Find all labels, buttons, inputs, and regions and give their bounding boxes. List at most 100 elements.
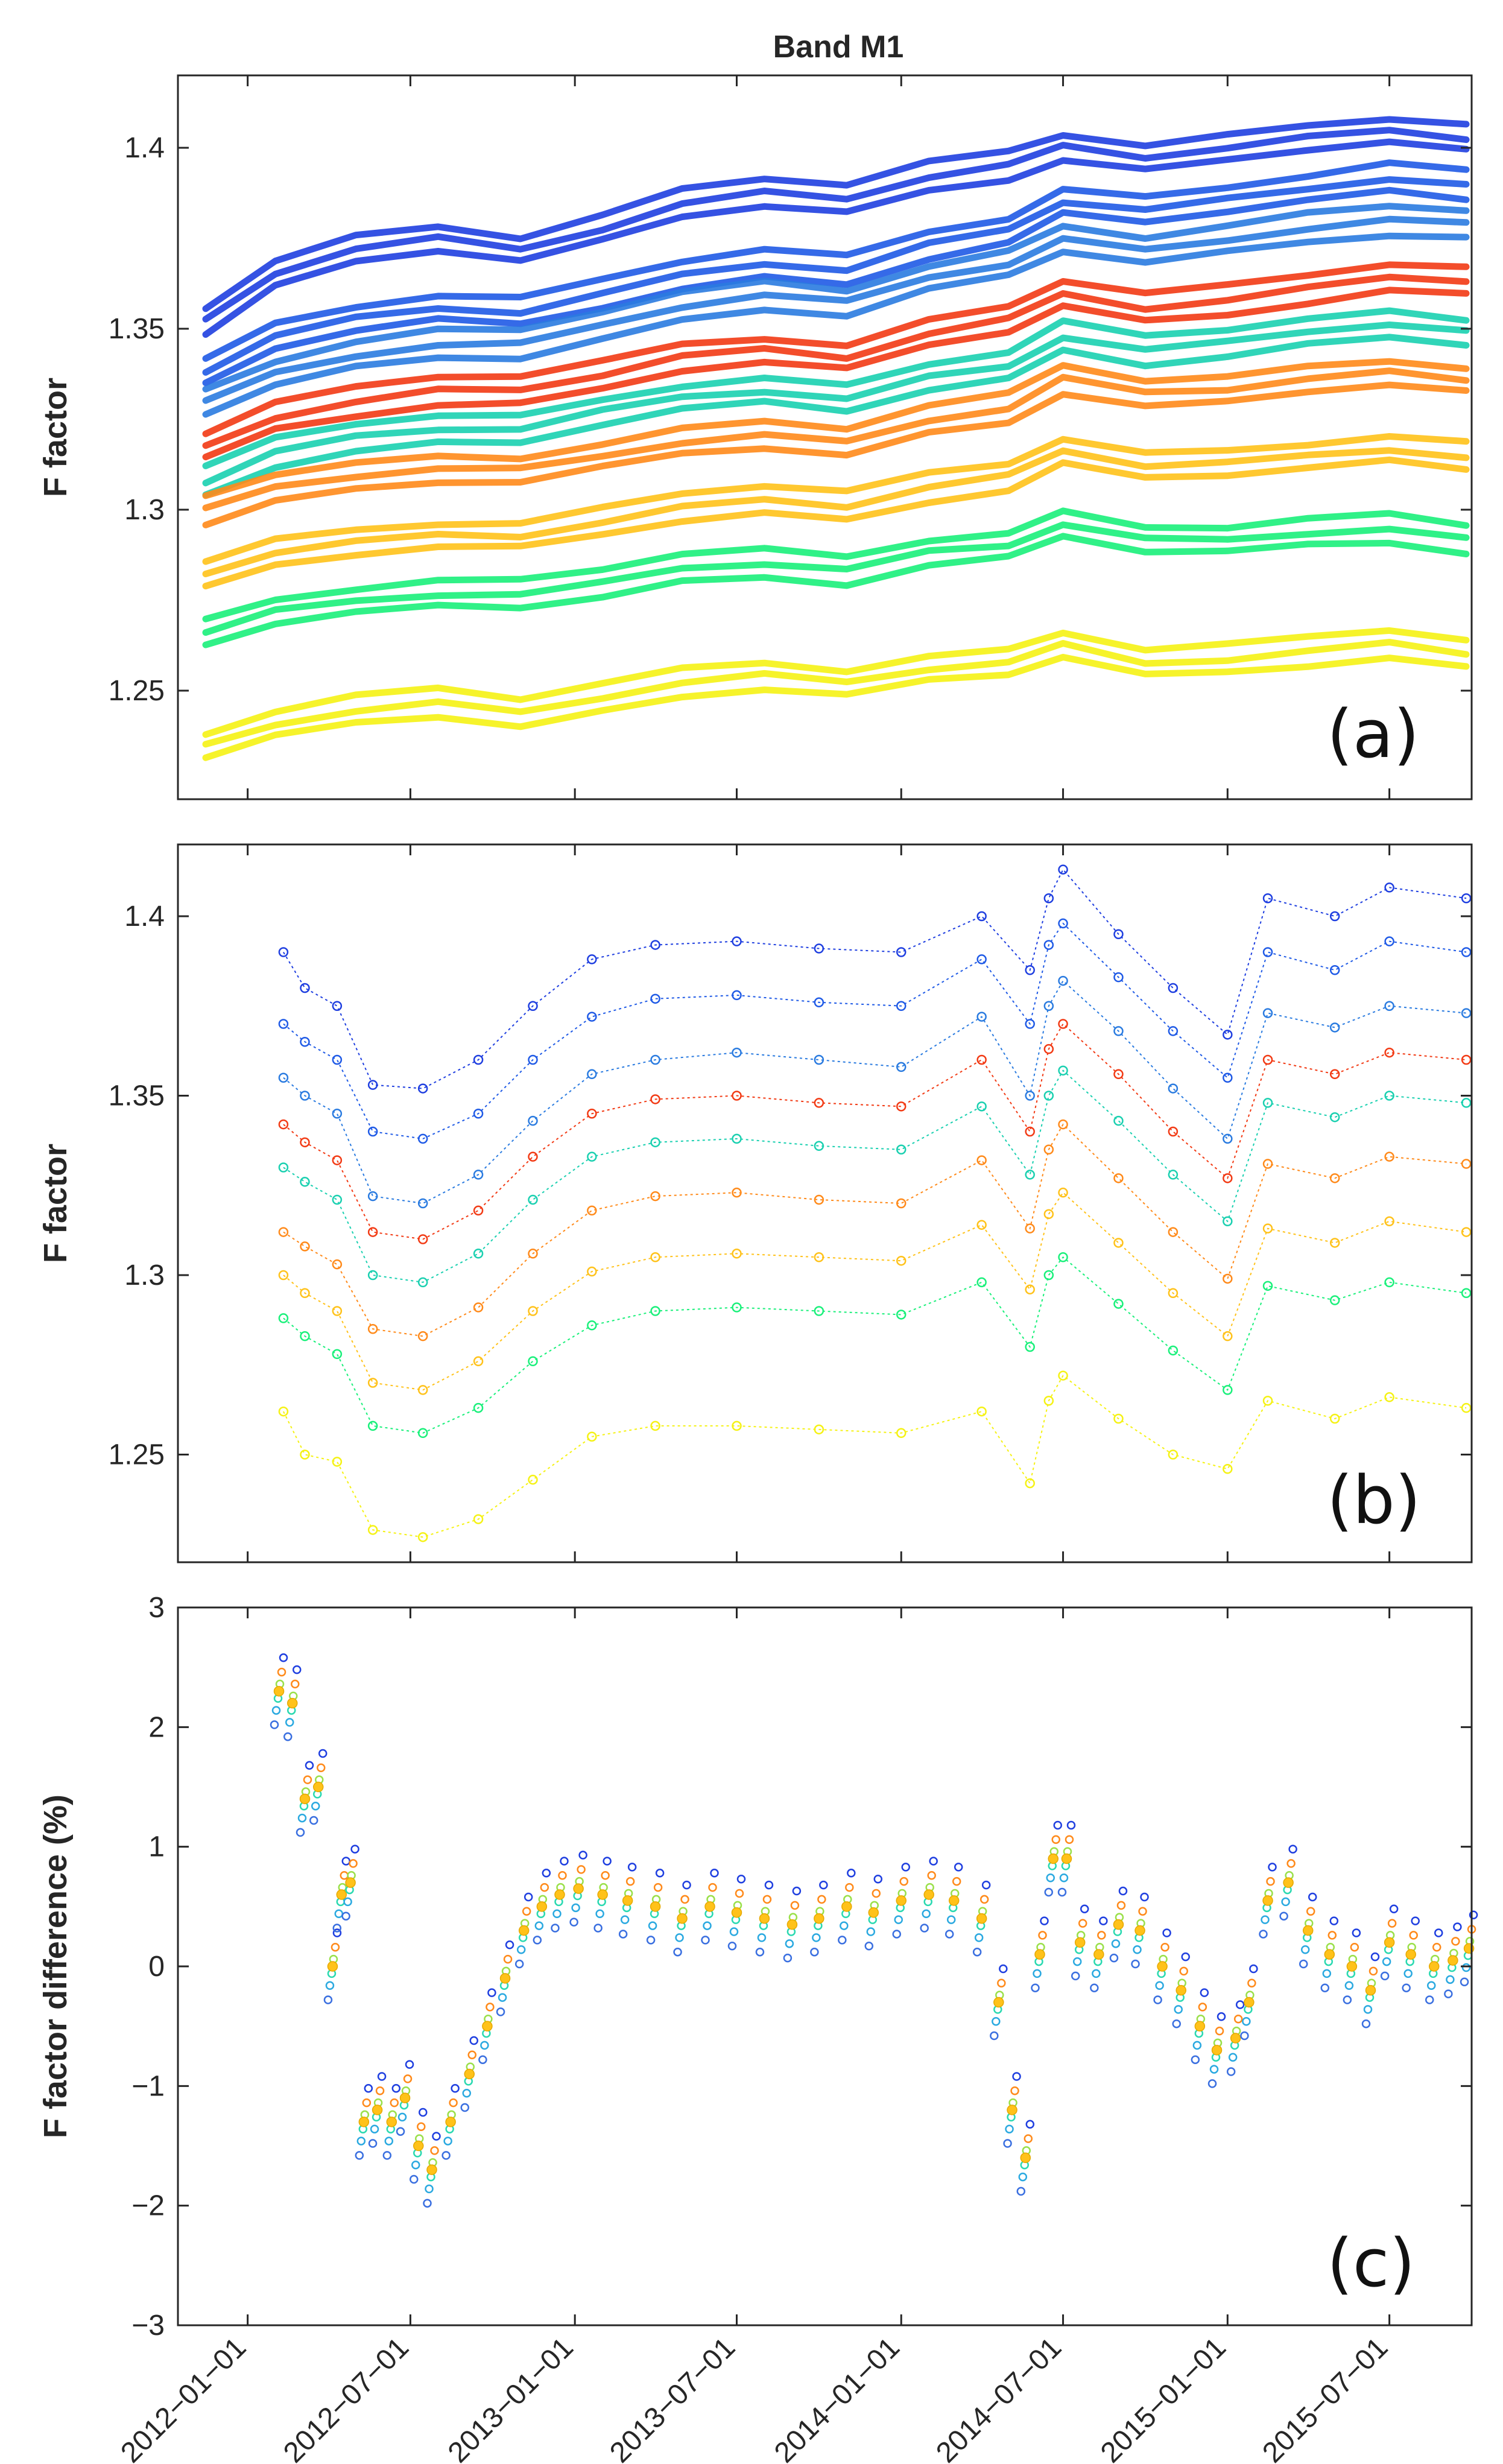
data-point (814, 1194, 824, 1205)
data-point-detector (680, 1895, 689, 1904)
data-point (896, 1062, 907, 1072)
data-point (1230, 2033, 1241, 2044)
data-point (300, 1449, 310, 1460)
data-point-detector (999, 1964, 1008, 1974)
series-line (202, 521, 1470, 636)
data-point-detector (290, 1679, 300, 1689)
data-point-detector (1446, 1975, 1455, 1984)
data-point (1058, 918, 1068, 929)
series-dotted-line (283, 1375, 1467, 1538)
data-point-detector (1057, 1887, 1067, 1897)
data-point (528, 1306, 538, 1316)
series-dotted-line (283, 922, 1467, 1139)
data-point-detector (1003, 2139, 1012, 2148)
data-point-detector (551, 1924, 560, 1933)
data-point (573, 1883, 584, 1894)
data-point-detector (1363, 2005, 1373, 2014)
data-point-detector (1153, 1995, 1162, 2004)
series-line (202, 273, 1470, 449)
data-point (332, 1109, 343, 1119)
data-point (528, 1194, 538, 1205)
series-dotted-line (283, 868, 1467, 1089)
y-tick-label: 0 (148, 1951, 165, 1983)
data-point-detector (601, 1871, 610, 1880)
data-point (1168, 1083, 1179, 1094)
data-point-detector (1038, 1931, 1047, 1940)
data-point-detector (270, 1720, 279, 1729)
data-point (473, 1402, 484, 1413)
data-point (976, 1220, 987, 1230)
data-point-detector (866, 1927, 876, 1936)
series-line (202, 203, 1470, 393)
data-point-detector (990, 2031, 999, 2041)
data-point-detector (1209, 2065, 1219, 2074)
data-point-detector (356, 2136, 366, 2146)
data-point-detector (419, 2108, 428, 2117)
data-point (1329, 911, 1340, 922)
data-point-detector (1350, 1943, 1359, 1952)
data-point-detector (1300, 1945, 1310, 1954)
data-point (1329, 1238, 1340, 1248)
y-tick-label: 1.3 (124, 494, 165, 526)
x-tick-label: 2014−01−01 (768, 2331, 906, 2464)
data-point (1384, 1001, 1394, 1011)
data-point (1428, 1961, 1440, 1972)
data-point (528, 1474, 538, 1485)
data-point-detector (727, 1942, 737, 1951)
data-point (1223, 1216, 1233, 1226)
panel-c-frame (177, 1606, 1473, 2326)
data-point (976, 911, 987, 922)
data-point-detector (505, 1940, 514, 1949)
data-point (1058, 1119, 1068, 1130)
data-point (345, 1877, 356, 1888)
data-point-detector (1025, 2120, 1035, 2129)
data-point-detector (1080, 1904, 1089, 1914)
data-point (445, 2117, 456, 2127)
data-point-detector (1072, 1957, 1082, 1966)
data-point-detector (1179, 1966, 1188, 1976)
data-point (587, 1205, 597, 1216)
data-point (814, 997, 824, 1008)
data-point (1384, 882, 1394, 893)
panel-a-frame (177, 74, 1473, 800)
data-point (1346, 1961, 1358, 1972)
data-point-detector (1343, 1995, 1352, 2004)
data-point (1329, 1112, 1340, 1123)
data-point (923, 1889, 934, 1900)
data-point (650, 993, 660, 1004)
data-point-detector (646, 1936, 656, 1945)
data-point (417, 1277, 428, 1288)
data-point-detector (682, 1880, 691, 1890)
data-point (1461, 893, 1472, 904)
data-point (1034, 1949, 1045, 1960)
data-point-detector (653, 1883, 663, 1892)
data-point (1058, 1065, 1068, 1076)
data-point-detector (423, 2199, 432, 2208)
data-point (1384, 1277, 1394, 1288)
data-point (976, 1155, 987, 1165)
data-point (367, 1378, 378, 1388)
series-line (202, 381, 1470, 528)
data-point (1048, 1853, 1058, 1864)
data-point (332, 1054, 343, 1065)
data-point-detector (655, 1869, 665, 1878)
panel-a-ylabel: F factor (37, 378, 74, 497)
data-point (1113, 1238, 1124, 1248)
data-point (1025, 1478, 1035, 1489)
data-point-detector (1249, 1964, 1258, 1974)
data-point-detector (271, 1706, 281, 1715)
data-point-detector (1242, 2016, 1251, 2026)
panel-a: 1.25 1.3 1.35 1.4 F factor (a) (37, 74, 1473, 800)
data-point-detector (873, 1874, 883, 1884)
data-point-detector (1078, 1919, 1087, 1928)
data-point (1223, 1072, 1233, 1083)
data-point-detector (318, 1749, 327, 1758)
data-point (1113, 929, 1124, 939)
data-point-detector (1261, 1915, 1270, 1924)
data-point-detector (1109, 1953, 1119, 1963)
y-tick-label: 1.3 (124, 1259, 165, 1291)
data-point (300, 1288, 310, 1298)
data-point-detector (1097, 1931, 1106, 1940)
data-point (1223, 1331, 1233, 1341)
data-point (1223, 1030, 1233, 1040)
